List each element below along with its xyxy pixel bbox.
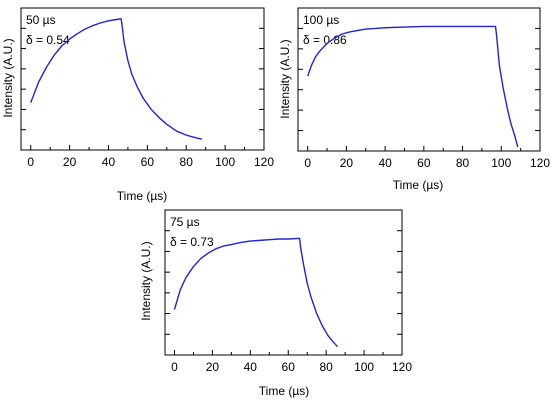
intensity-series-line bbox=[307, 25, 519, 148]
x-tick-label: 100 bbox=[354, 360, 374, 374]
x-axis-title: Time (µs) bbox=[393, 178, 443, 192]
x-tick-label: 60 bbox=[141, 155, 155, 169]
y-axis-title: Intensity (A.U.) bbox=[139, 241, 153, 320]
x-tick-label: 40 bbox=[244, 360, 258, 374]
pulse-width-annotation: 75 µs bbox=[170, 215, 200, 229]
x-axis-title: Time (µs) bbox=[117, 189, 167, 203]
chart-panel-75us: 75 µs δ = 0.73 Time (µs) Intensity (A.U.… bbox=[139, 209, 412, 398]
x-tick-label: 20 bbox=[340, 156, 354, 170]
x-tick-label: 20 bbox=[63, 155, 77, 169]
x-tick-label: 0 bbox=[27, 155, 34, 169]
plot-frame bbox=[20, 7, 265, 151]
x-tick-label: 20 bbox=[206, 360, 220, 374]
intensity-series-line bbox=[173, 237, 339, 348]
plot-frame bbox=[164, 209, 403, 356]
x-tick-label: 40 bbox=[102, 155, 116, 169]
duty-cycle-annotation: δ = 0.54 bbox=[26, 33, 70, 47]
x-tick-label: 120 bbox=[254, 155, 274, 169]
pulse-width-annotation: 100 µs bbox=[303, 13, 339, 27]
x-tick-label: 60 bbox=[417, 156, 431, 170]
x-axis-title: Time (µs) bbox=[259, 384, 309, 398]
plot-frame bbox=[297, 7, 541, 152]
duty-cycle-annotation: δ = 0.86 bbox=[303, 33, 347, 47]
x-tick-label: 40 bbox=[378, 156, 392, 170]
x-tick-label: 100 bbox=[215, 155, 235, 169]
x-tick-label: 120 bbox=[392, 360, 412, 374]
x-tick-label: 60 bbox=[282, 360, 296, 374]
x-tick-label: 80 bbox=[319, 360, 333, 374]
x-tick-label: 0 bbox=[304, 156, 311, 170]
y-axis-title: Intensity (A.U.) bbox=[278, 39, 292, 118]
x-tick-label: 0 bbox=[171, 360, 178, 374]
chart-panel-100us: 100 µs δ = 0.86 Time (µs) Intensity (A.U… bbox=[278, 7, 550, 192]
x-tick-label: 80 bbox=[456, 156, 470, 170]
y-axis-title: Intensity (A.U.) bbox=[1, 38, 15, 117]
intensity-series-line bbox=[30, 18, 202, 140]
x-tick-label: 100 bbox=[491, 156, 511, 170]
chart-panel-50us: 50 µs δ = 0.54 Time (µs) Intensity (A.U.… bbox=[1, 7, 274, 203]
x-tick-label: 80 bbox=[180, 155, 194, 169]
duty-cycle-annotation: δ = 0.73 bbox=[170, 235, 214, 249]
x-tick-label: 120 bbox=[530, 156, 550, 170]
pulse-width-annotation: 50 µs bbox=[26, 13, 56, 27]
